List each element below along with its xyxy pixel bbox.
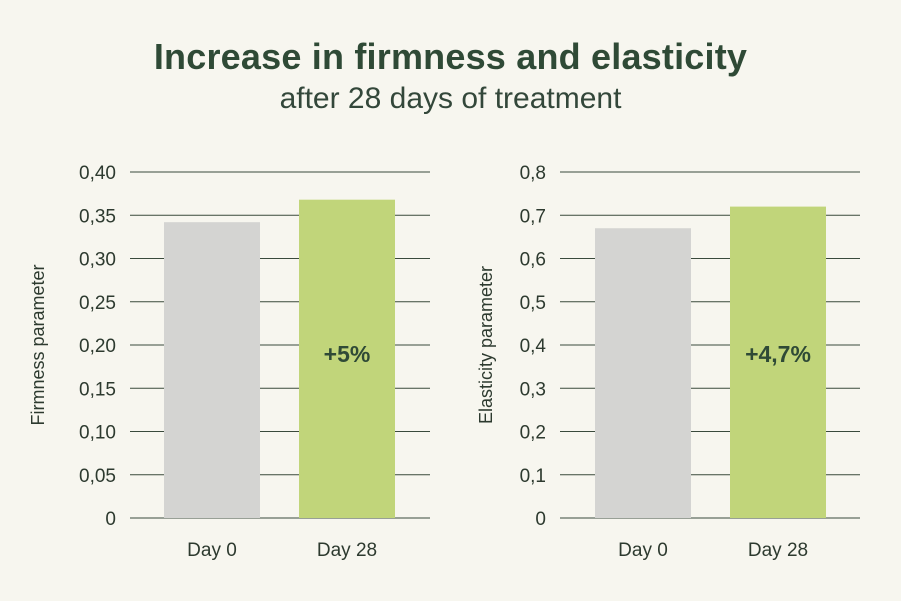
firmness-ytick-label: 0,20 [79,336,116,357]
title-block: Increase in firmness and elasticity afte… [0,36,901,118]
elasticity-ytick-label: 0 [535,509,546,530]
elasticity-ytick-label: 0,7 [520,206,546,227]
firmness-category-label: Day 28 [317,540,377,561]
elasticity-ytick-label: 0,6 [520,250,546,271]
elasticity-bar-day-0 [595,228,691,518]
firmness-ytick-label: 0,35 [79,206,116,227]
firmness-ylabel: Firmness parameter [28,264,48,425]
firmness-ytick-label: 0,30 [79,250,116,271]
chart-subtitle: after 28 days of treatment [279,82,622,115]
firmness-bar-day-28 [299,199,395,518]
firmness-ytick-label: 0,40 [79,163,116,184]
elasticity-ytick-label: 0,3 [520,379,546,400]
firmness-ytick-label: 0,10 [79,423,116,444]
firmness-ytick-label: 0,25 [79,293,116,314]
firmness-ytick-label: 0 [105,509,116,530]
elasticity-increase-annotation: +4,7% [745,341,811,367]
elasticity-ytick-label: 0,5 [520,293,546,314]
elasticity-bar-day-28 [730,206,826,518]
firmness-category-label: Day 0 [187,540,237,561]
firmness-increase-annotation: +5% [324,341,371,367]
elasticity-category-label: Day 28 [748,540,808,561]
elasticity-ytick-label: 0,8 [520,163,546,184]
firmness-bar-day-0 [164,222,260,519]
elasticity-ytick-label: 0,4 [520,336,547,357]
chart-title: Increase in firmness and elasticity [153,36,748,77]
firmness-ytick-label: 0,15 [79,379,116,400]
elasticity-ylabel: Elasticity parameter [476,266,496,424]
elasticity-ytick-label: 0,2 [520,423,546,444]
elasticity-ytick-label: 0,1 [520,466,546,487]
firmness-ytick-label: 0,05 [79,466,116,487]
elasticity-category-label: Day 0 [618,540,668,561]
